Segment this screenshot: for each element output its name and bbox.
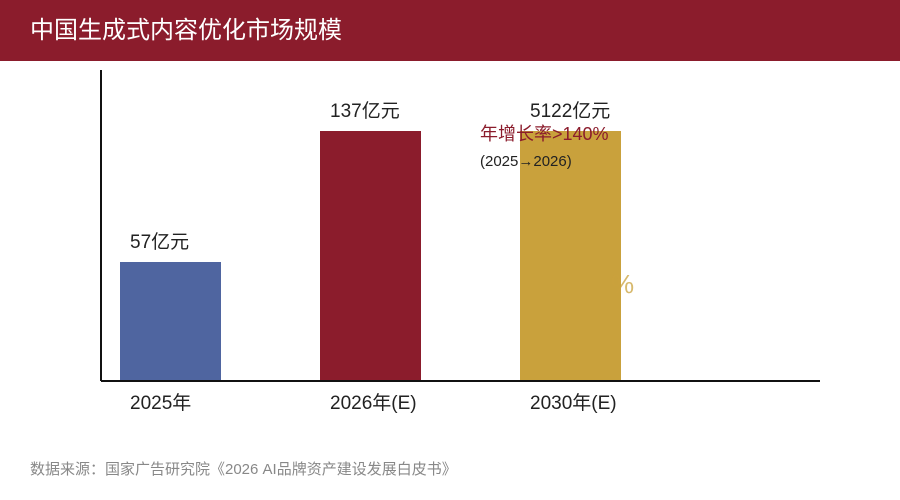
data-label-2030: 5122亿元 (530, 100, 610, 122)
growth-period-annotation: (2025→2026) (480, 153, 572, 170)
chart-title: 中国生成式内容优化市场规模 (30, 17, 342, 44)
bar-2026 (320, 131, 421, 380)
x-tick-label-2030: 2030年(E) (530, 392, 617, 414)
growth-rate-annotation: 年增长率>140% (480, 124, 609, 144)
header-bar: 中国生成式内容优化市场规模 (0, 0, 900, 61)
x-tick-label-2026: 2026年(E) (330, 392, 417, 414)
bar-2030 (520, 131, 621, 380)
data-label-2025: 57亿元 (130, 231, 189, 253)
faint-percent-glyph: % (611, 269, 634, 299)
x-tick-label-2025: 2025年 (130, 392, 191, 414)
bar-2025 (120, 262, 221, 380)
data-source-note: 数据来源：国家广告研究院《2026 AI品牌资产建设发展白皮书》 (30, 461, 457, 478)
data-label-2026: 137亿元 (330, 100, 400, 122)
